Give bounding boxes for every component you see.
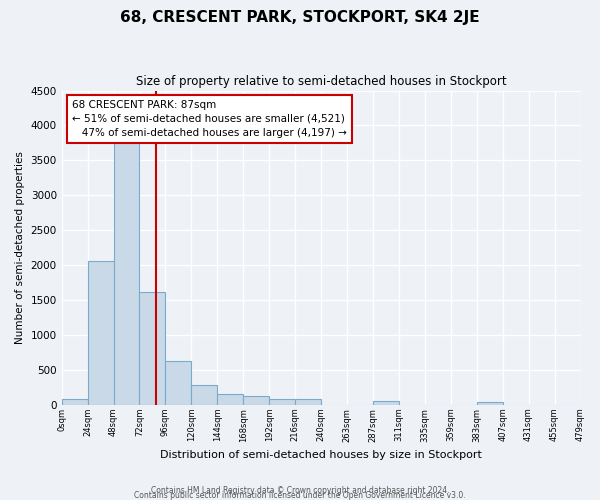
Bar — [166, 361, 191, 405]
Bar — [139, 292, 166, 405]
Text: Contains public sector information licensed under the Open Government Licence v3: Contains public sector information licen… — [134, 491, 466, 500]
Bar — [373, 402, 399, 405]
Text: 68 CRESCENT PARK: 87sqm
← 51% of semi-detached houses are smaller (4,521)
   47%: 68 CRESCENT PARK: 87sqm ← 51% of semi-de… — [72, 100, 347, 138]
Bar — [62, 400, 88, 405]
Text: Contains HM Land Registry data © Crown copyright and database right 2024.: Contains HM Land Registry data © Crown c… — [151, 486, 449, 495]
Bar — [269, 400, 295, 405]
Bar — [191, 384, 217, 405]
Bar — [113, 143, 139, 405]
Y-axis label: Number of semi-detached properties: Number of semi-detached properties — [15, 152, 25, 344]
Bar — [243, 396, 269, 405]
Bar — [295, 400, 321, 405]
Text: 68, CRESCENT PARK, STOCKPORT, SK4 2JE: 68, CRESCENT PARK, STOCKPORT, SK4 2JE — [120, 10, 480, 25]
Bar — [477, 402, 503, 405]
Bar — [88, 261, 113, 405]
X-axis label: Distribution of semi-detached houses by size in Stockport: Distribution of semi-detached houses by … — [160, 450, 482, 460]
Bar — [217, 394, 243, 405]
Title: Size of property relative to semi-detached houses in Stockport: Size of property relative to semi-detach… — [136, 75, 506, 88]
